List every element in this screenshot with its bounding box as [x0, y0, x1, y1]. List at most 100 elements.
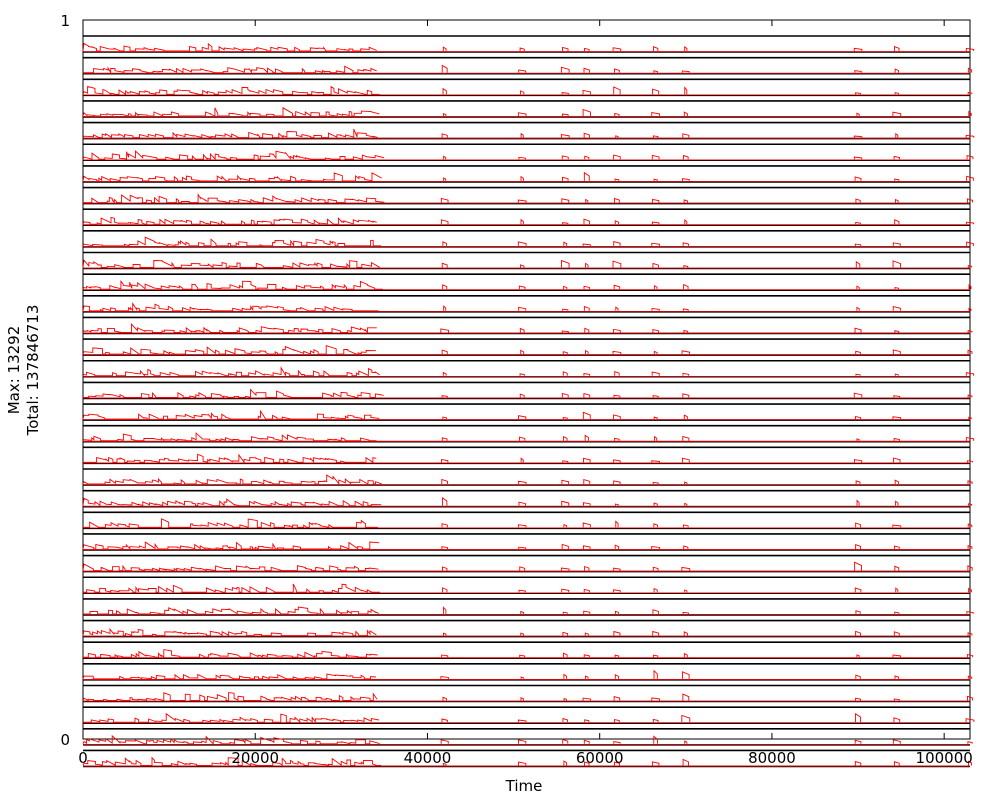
activity-burst: [682, 393, 690, 398]
activity-burst: [967, 394, 973, 398]
activity-burst: [853, 135, 863, 138]
activity-burst: [681, 350, 690, 355]
activity-burst: [856, 654, 860, 658]
activity-burst: [441, 437, 448, 441]
activity-burst: [653, 502, 658, 506]
activity-burst: [615, 503, 619, 506]
activity-burst: [582, 411, 591, 420]
activity-burst: [583, 218, 591, 225]
activity-burst: [653, 587, 658, 593]
series-trace: [83, 518, 378, 529]
x-tick-label: 60000: [576, 749, 624, 767]
series-row: [82, 294, 972, 313]
activity-burst: [967, 265, 973, 268]
activity-burst: [855, 630, 861, 636]
activity-burst: [855, 350, 861, 355]
activity-burst: [440, 219, 449, 225]
series-trace: [82, 85, 380, 96]
activity-burst: [893, 631, 900, 636]
activity-burst: [651, 221, 660, 225]
activity-burst: [856, 112, 860, 116]
activity-burst: [561, 543, 569, 549]
activity-burst: [562, 717, 569, 723]
activity-burst: [443, 606, 447, 614]
activity-burst: [894, 330, 900, 333]
activity-burst: [681, 70, 690, 73]
series-row: [82, 35, 975, 53]
activity-burst: [585, 349, 589, 355]
activity-burst: [561, 92, 569, 95]
activity-burst: [582, 522, 591, 528]
activity-burst: [584, 761, 590, 766]
activity-burst: [653, 284, 658, 290]
activity-burst: [855, 610, 861, 614]
activity-burst: [584, 155, 590, 160]
activity-burst: [892, 242, 901, 246]
activity-burst: [855, 416, 862, 420]
activity-burst: [518, 546, 527, 549]
activity-burst: [967, 349, 973, 355]
activity-burst: [652, 609, 659, 614]
activity-burst: [892, 416, 902, 420]
activity-burst: [519, 566, 526, 571]
activity-burst: [614, 544, 620, 549]
plot-frame: [82, 19, 971, 740]
activity-burst: [562, 611, 568, 614]
series-trace: [82, 236, 382, 248]
activity-burst: [520, 696, 524, 701]
activity-burst: [967, 503, 973, 506]
activity-burst: [967, 632, 973, 636]
activity-burst: [654, 435, 658, 441]
activity-burst: [684, 45, 688, 51]
activity-burst: [967, 198, 973, 203]
activity-burst: [856, 306, 860, 311]
activity-burst: [682, 693, 690, 701]
activity-burst: [440, 197, 449, 203]
series-row: [82, 554, 973, 573]
activity-burst: [613, 589, 621, 593]
activity-burst: [442, 566, 448, 571]
series-row: [82, 338, 973, 356]
activity-burst: [966, 241, 974, 246]
activity-burst: [518, 156, 526, 160]
activity-burst: [584, 719, 590, 723]
activity-burst: [560, 567, 570, 571]
activity-burst: [855, 198, 861, 203]
activity-burst: [894, 198, 899, 203]
activity-burst: [518, 501, 526, 506]
activity-burst: [563, 760, 568, 766]
activity-burst: [855, 712, 862, 723]
activity-burst: [854, 176, 862, 181]
activity-burst: [965, 221, 975, 225]
activity-burst: [895, 587, 899, 593]
activity-burst: [854, 760, 862, 766]
activity-burst: [519, 654, 526, 658]
activity-burst: [652, 630, 660, 636]
activity-burst: [443, 632, 447, 636]
activity-burst: [682, 308, 689, 311]
x-tick-label: 80000: [748, 749, 796, 767]
series-row: [83, 511, 973, 530]
series-trace: [82, 344, 376, 355]
activity-burst: [965, 47, 975, 51]
activity-burst: [614, 718, 620, 723]
activity-burst: [682, 242, 689, 246]
activity-burst: [651, 697, 660, 701]
series-row: [82, 684, 973, 703]
activity-burst: [652, 262, 659, 268]
activity-burst: [562, 371, 568, 376]
activity-burst: [440, 676, 449, 679]
activity-burst: [892, 306, 901, 311]
activity-burst: [520, 676, 524, 679]
activity-burst: [965, 436, 975, 441]
activity-burst: [855, 373, 861, 376]
activity-burst: [855, 92, 861, 95]
series-row: [83, 56, 973, 75]
activity-burst: [613, 695, 621, 701]
activity-burst: [855, 697, 861, 701]
activity-burst: [441, 478, 449, 484]
series-trace: [82, 692, 378, 702]
series-trace: [82, 366, 380, 377]
activity-burst: [652, 566, 659, 571]
activity-burst: [653, 523, 658, 528]
